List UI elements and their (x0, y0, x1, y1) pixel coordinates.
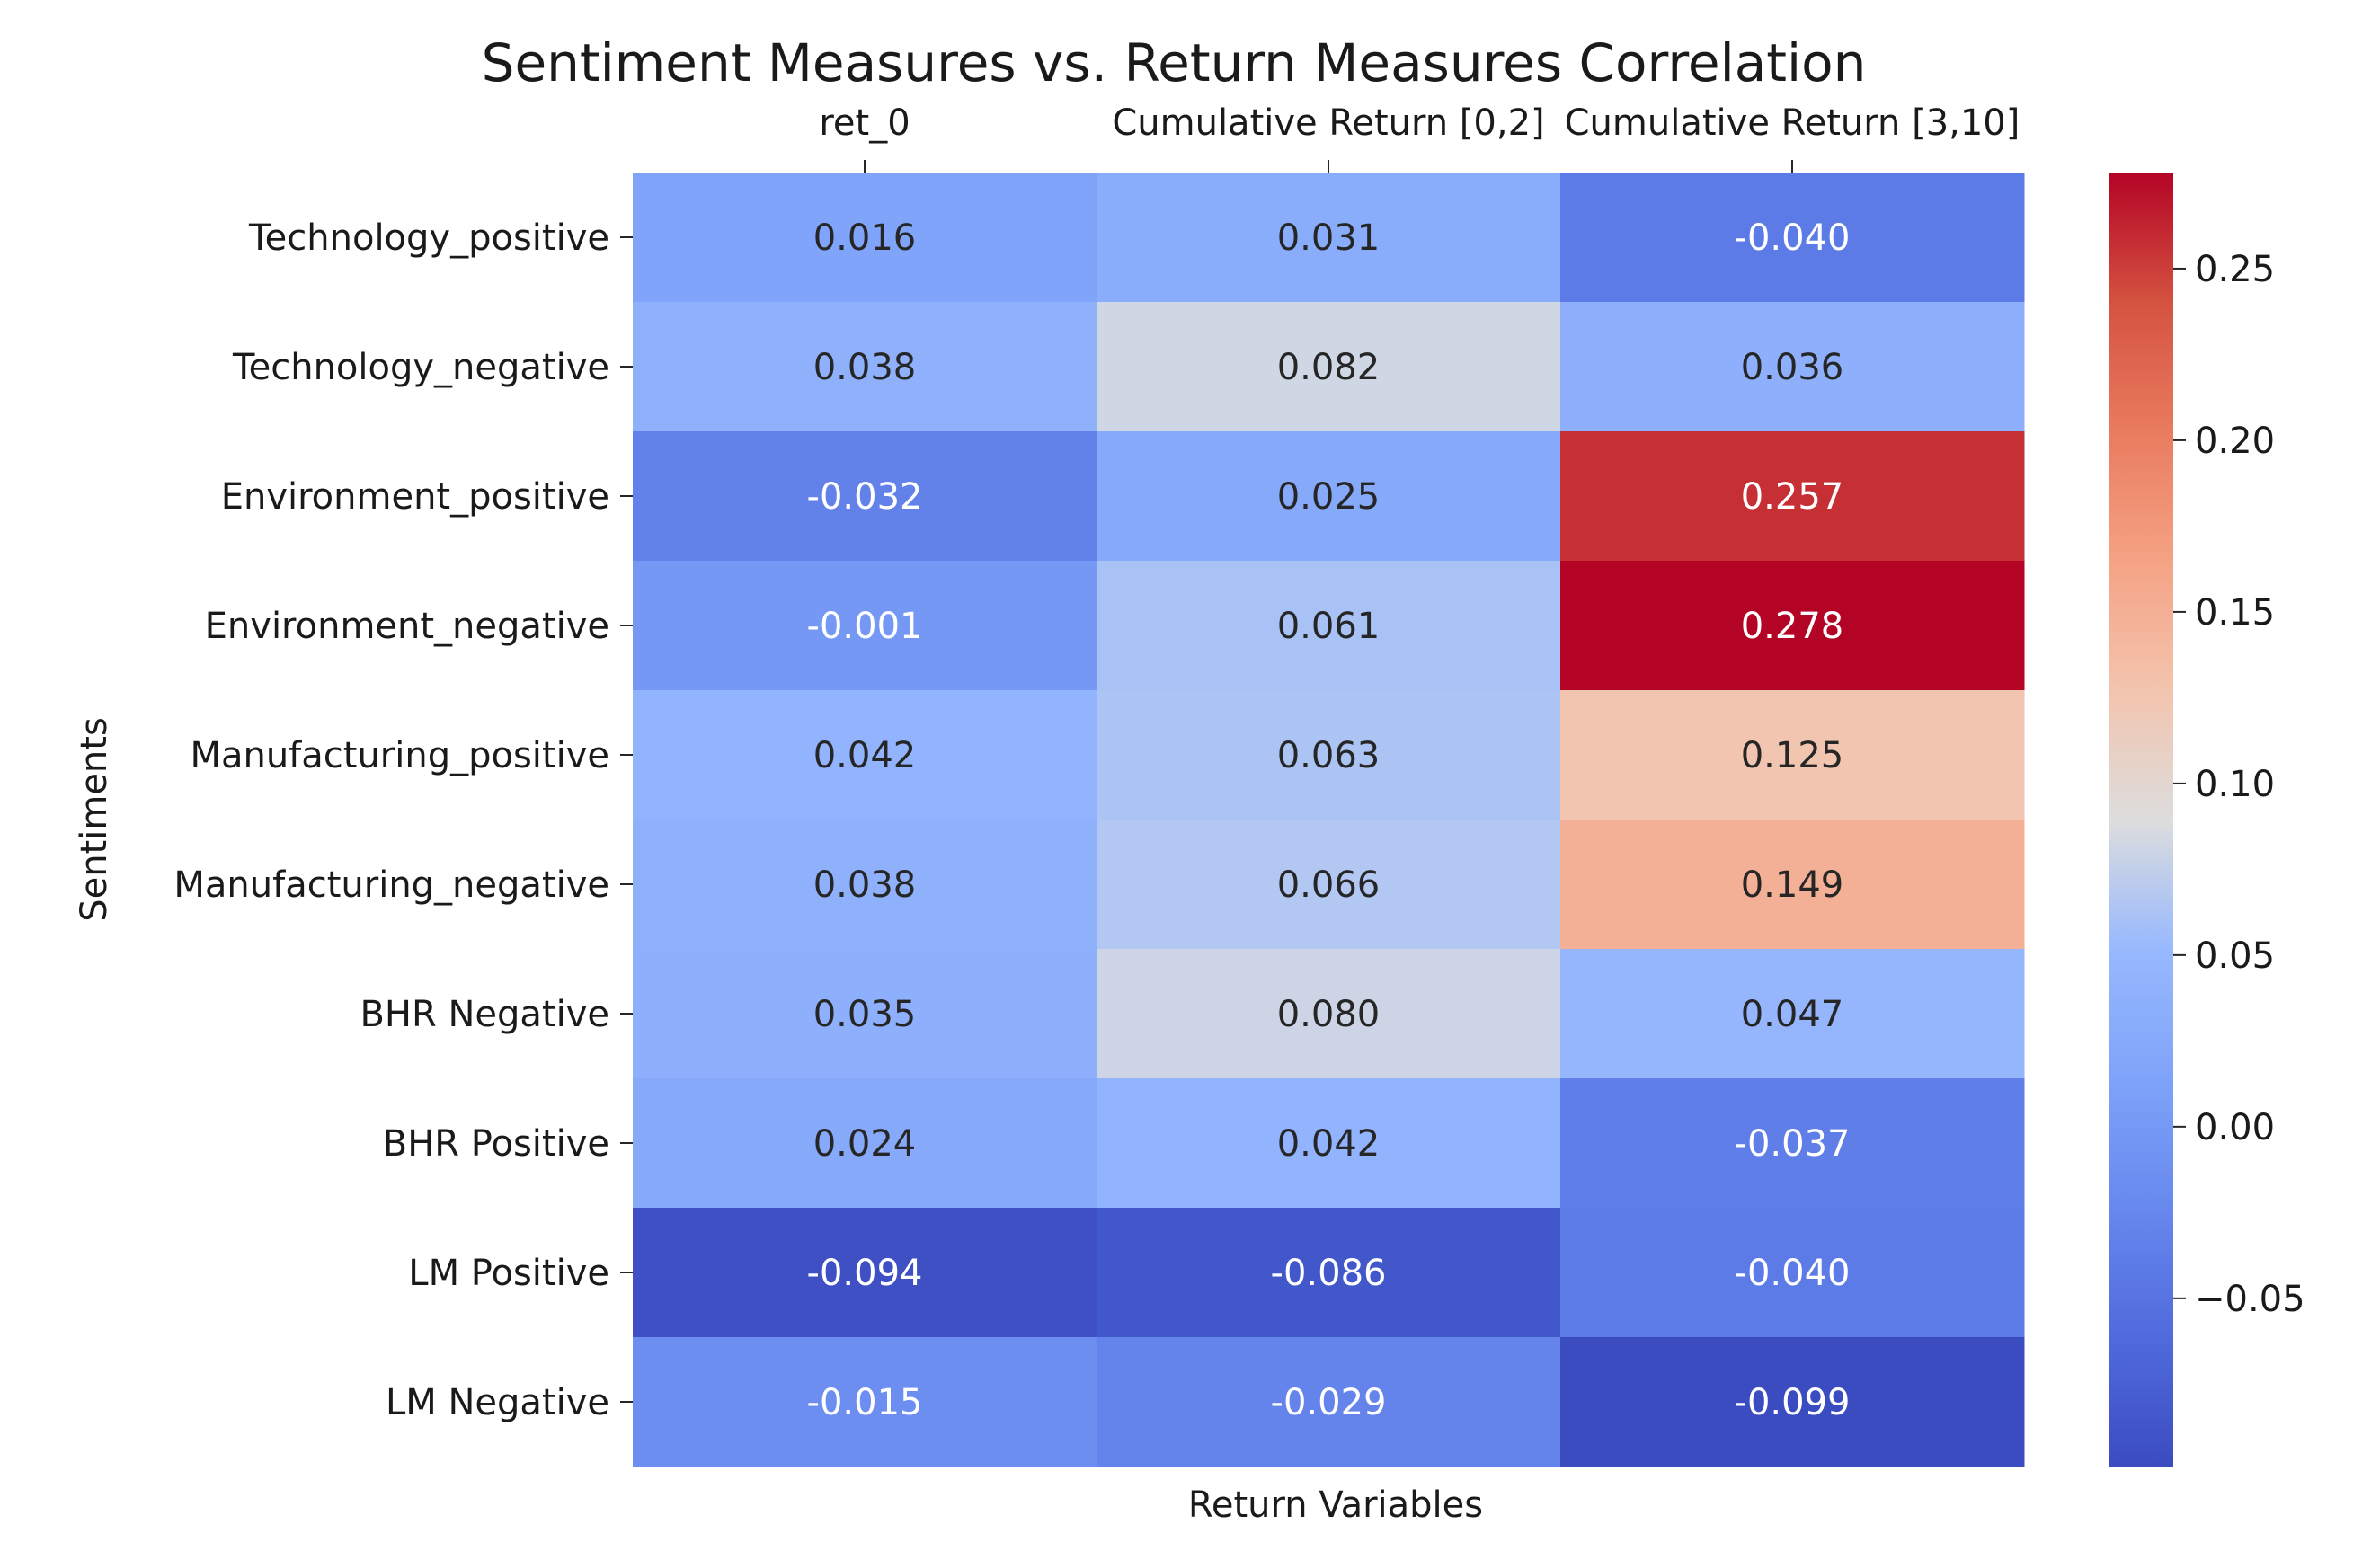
heatmap-cell (1560, 820, 2025, 950)
cell-value-label: -0.099 (1735, 1382, 1851, 1423)
heatmap-cell (1097, 302, 1561, 432)
heatmap-cell (1560, 949, 2025, 1079)
y-tick-label: LM Positive (408, 1253, 609, 1294)
heatmap-cell (1560, 1208, 2025, 1338)
y-tick-label: Technology_negative (232, 347, 609, 388)
colorbar-tick-label: 0.10 (2195, 764, 2275, 805)
heatmap-cell (633, 431, 1097, 562)
cell-value-label: 0.025 (1277, 476, 1381, 518)
cell-value-label: 0.063 (1277, 735, 1381, 776)
cell-value-label: 0.066 (1277, 864, 1381, 906)
cell-value-label: -0.086 (1271, 1253, 1387, 1294)
heatmap-cell (633, 1078, 1097, 1209)
heatmap-cell (633, 690, 1097, 820)
colorbar: −0.05 0.00 0.05 0.10 0.15 0.20 0.25 (2109, 173, 2305, 1467)
cell-value-label: 0.042 (813, 735, 917, 776)
cell-value-label: 0.016 (813, 217, 917, 259)
y-axis-ticks: Technology_positive Technology_negative En… (173, 217, 633, 1423)
cell-value-label: 0.031 (1277, 217, 1381, 259)
cell-value-label: 0.042 (1277, 1123, 1381, 1165)
y-tick-label: Environment_positive (221, 476, 609, 518)
cell-value-label: -0.015 (807, 1382, 923, 1423)
colorbar-gradient (2109, 173, 2173, 1467)
cell-value-label: -0.040 (1735, 217, 1851, 259)
heatmap-cell (1560, 1337, 2025, 1467)
heatmap-cell (633, 1208, 1097, 1338)
cell-value-label: 0.125 (1741, 735, 1844, 776)
cell-value-label: 0.080 (1277, 994, 1381, 1035)
colorbar-tick-label: 0.25 (2195, 249, 2275, 290)
colorbar-tick-label: 0.05 (2195, 935, 2275, 977)
cell-value-label: 0.257 (1741, 476, 1844, 518)
colorbar-tick-label: 0.00 (2195, 1107, 2275, 1148)
y-tick-label: Manufacturing_negative (173, 864, 609, 906)
heatmap-cells (633, 173, 2025, 1467)
heatmap-cell (633, 561, 1097, 691)
y-tick-label: LM Negative (386, 1382, 609, 1423)
cell-value-label: 0.035 (813, 994, 917, 1035)
heatmap-cell (1560, 690, 2025, 820)
cell-value-label: -0.029 (1271, 1382, 1387, 1423)
heatmap-cell (1560, 302, 2025, 432)
heatmap-cell (1097, 820, 1561, 950)
heatmap-cell (1560, 431, 2025, 562)
y-tick-label: Manufacturing_positive (190, 735, 609, 776)
colorbar-tick-label: 0.20 (2195, 421, 2275, 462)
x-axis-ticks: ret_0 Cumulative Return [0,2] Cumulative R… (819, 102, 2020, 173)
cell-value-labels: 0.016 0.031 -0.040 0.038 0.082 0.036 -0.032 0.0… (807, 217, 1851, 1423)
heatmap-cell (1097, 1208, 1561, 1338)
heatmap-cell (633, 1337, 1097, 1467)
cell-value-label: 0.038 (813, 347, 917, 388)
cell-value-label: -0.094 (807, 1253, 923, 1294)
x-tick-label: Cumulative Return [3,10] (1565, 102, 2020, 144)
cell-value-label: 0.047 (1741, 994, 1844, 1035)
heatmap-cell (1097, 949, 1561, 1079)
x-tick-label: ret_0 (819, 102, 910, 144)
heatmap-cell (633, 173, 1097, 303)
cell-value-label: 0.024 (813, 1123, 917, 1165)
y-tick-label: Technology_positive (248, 217, 609, 259)
heatmap-cell (633, 302, 1097, 432)
chart-title: Sentiment Measures vs. Return Measures C… (482, 32, 1867, 93)
cell-value-label: 0.036 (1741, 347, 1844, 388)
heatmap-cell (1097, 431, 1561, 562)
cell-value-label: 0.278 (1741, 606, 1844, 647)
heatmap-cell (1560, 173, 2025, 303)
heatmap-cell (1097, 1337, 1561, 1467)
heatmap-cell (1097, 561, 1561, 691)
cell-value-label: -0.032 (807, 476, 923, 518)
heatmap-cell (1097, 1078, 1561, 1209)
cell-value-label: 0.038 (813, 864, 917, 906)
y-tick-label: BHR Negative (360, 994, 609, 1035)
cell-value-label: 0.149 (1741, 864, 1844, 906)
heatmap-cell (1560, 561, 2025, 691)
heatmap-cell (1097, 173, 1561, 303)
colorbar-tick-label: 0.15 (2195, 592, 2275, 634)
cell-value-label: -0.001 (807, 606, 923, 647)
heatmap-cell (1560, 1078, 2025, 1209)
cell-value-label: 0.061 (1277, 606, 1381, 647)
heatmap-cell (1097, 690, 1561, 820)
y-tick-label: Environment_negative (205, 606, 609, 647)
cell-value-label: -0.037 (1735, 1123, 1851, 1165)
x-tick-label: Cumulative Return [0,2] (1112, 102, 1544, 144)
y-axis-label: Sentiments (74, 717, 115, 922)
colorbar-tick-label: −0.05 (2195, 1279, 2305, 1320)
x-axis-label: Return Variables (1188, 1485, 1483, 1526)
heatmap-cell (633, 949, 1097, 1079)
cell-value-label: -0.040 (1735, 1253, 1851, 1294)
y-tick-label: BHR Positive (383, 1123, 609, 1165)
heatmap-cell (633, 820, 1097, 950)
cell-value-label: 0.082 (1277, 347, 1381, 388)
